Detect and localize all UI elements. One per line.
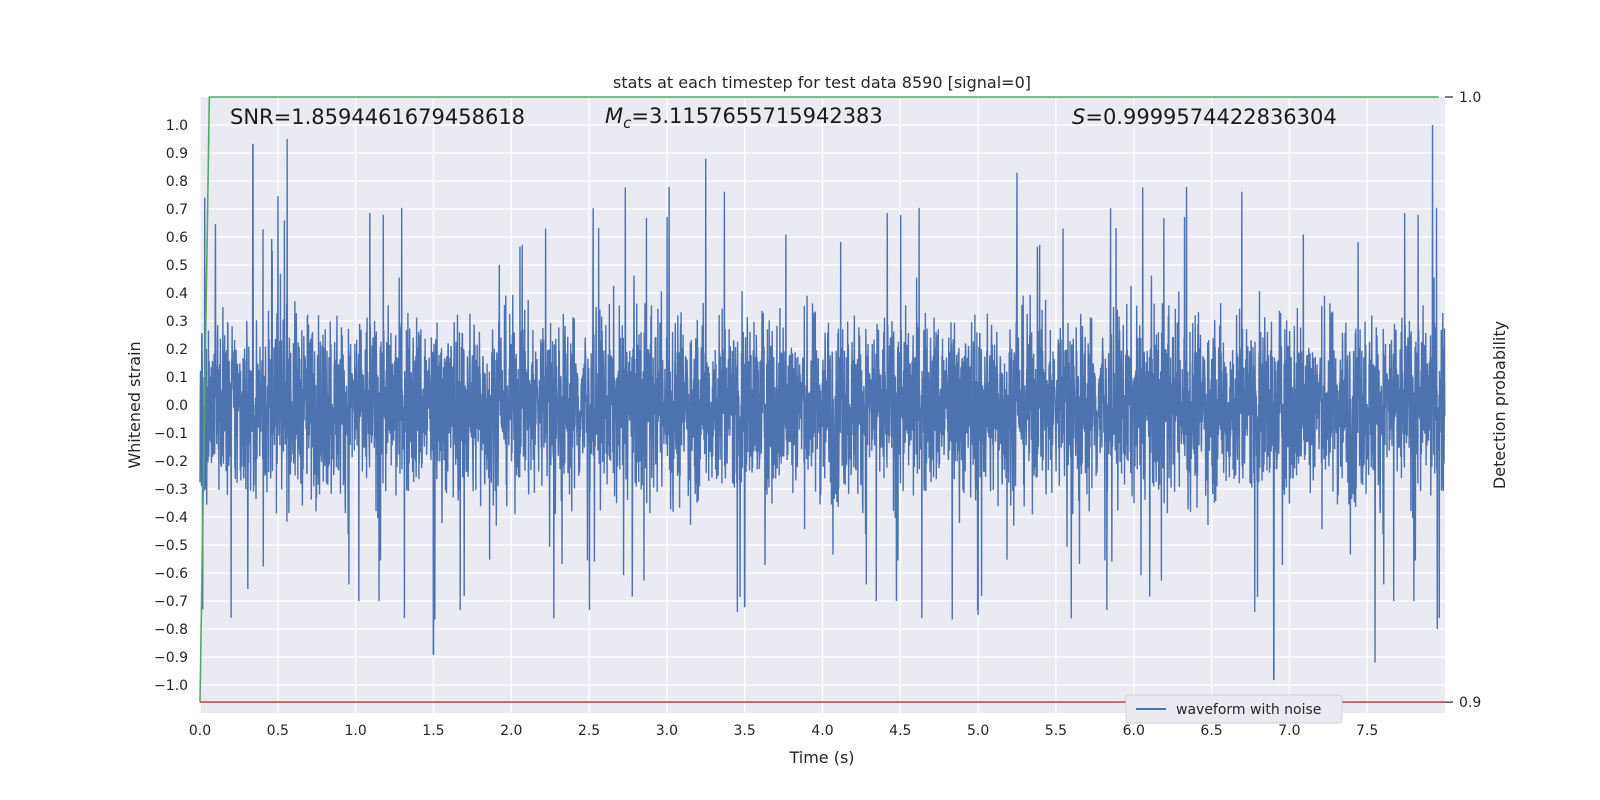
y-tick-label: −0.2 [154, 454, 188, 470]
x-tick-label: 3.0 [656, 723, 678, 739]
y-tick-label: −0.6 [154, 566, 188, 582]
y-tick-label: 0.1 [166, 370, 188, 386]
x-tick-label: 7.5 [1356, 723, 1378, 739]
x-tick-label: 5.0 [967, 723, 989, 739]
y-axis-label: Whitened strain [125, 341, 144, 468]
y2-tick-label: 1.0 [1459, 90, 1481, 106]
legend-box [1125, 694, 1343, 724]
x-tick-label: 6.5 [1200, 723, 1222, 739]
y-tick-label: −0.8 [154, 622, 188, 638]
y-tick-label: 0.7 [166, 202, 188, 218]
x-axis-label: Time (s) [788, 748, 854, 767]
y-tick-label: 0.5 [166, 258, 188, 274]
x-tick-label: 7.0 [1278, 723, 1300, 739]
x-tick-label: 1.5 [422, 723, 444, 739]
x-tick-label: 3.5 [734, 723, 756, 739]
y-tick-label: 0.3 [166, 314, 188, 330]
x-tick-label: 4.0 [811, 723, 833, 739]
y-tick-label: −0.7 [154, 594, 188, 610]
annotation-mc-sub: c [623, 114, 632, 132]
annotation-mc-symbol: M [605, 104, 623, 128]
annotation-mc-value: =3.1157655715942383 [631, 104, 882, 128]
legend-entry: waveform with noise [1176, 702, 1321, 718]
chart-title: stats at each timestep for test data 859… [613, 73, 1031, 92]
x-tick-label: 2.0 [500, 723, 522, 739]
y-tick-label: 0.4 [166, 286, 188, 302]
legend: waveform with noise [1125, 694, 1343, 724]
y-tick-label: −0.9 [154, 650, 188, 666]
y-tick-label: 1.0 [166, 118, 188, 134]
y-tick-label: −0.4 [154, 510, 188, 526]
y-tick-label: 0.6 [166, 230, 188, 246]
y-tick-label: −1.0 [154, 678, 188, 694]
y2-axis-label: Detection probability [1490, 321, 1509, 489]
annotation-s-value: =0.9999574422836304 [1085, 105, 1336, 129]
annotation-s: S=0.9999574422836304 [1072, 105, 1337, 129]
x-tick-label: 0.0 [189, 723, 211, 739]
y-tick-label: 0.8 [166, 174, 188, 190]
x-tick-label: 6.0 [1123, 723, 1145, 739]
y-tick-label: −0.5 [154, 538, 188, 554]
waveform-line [199, 124, 1446, 681]
x-tick-label: 0.5 [267, 723, 289, 739]
annotation-snr: SNR=1.8594461679458618 [230, 105, 525, 129]
y-tick-label: −0.1 [154, 426, 188, 442]
detection-probability-line [199, 96, 1439, 703]
annotation-mc: Mc=3.1157655715942383 [605, 104, 883, 132]
axes: 0.0 0.5 1.0 1.5 2.0 2.5 3.0 3.5 4.0 4.5 5.0 5.5 6.0 6… [154, 90, 1481, 739]
y2-tick-label: 0.9 [1459, 695, 1481, 711]
x-tick-label: 1.0 [344, 723, 366, 739]
y-tick-label: 0.9 [166, 146, 188, 162]
y-tick-label: −0.3 [154, 482, 188, 498]
y-tick-label: 0.0 [166, 398, 188, 414]
x-tick-label: 2.5 [578, 723, 600, 739]
x-tick-label: 4.5 [889, 723, 911, 739]
annotation-s-symbol: S [1072, 105, 1085, 129]
x-tick-label: 5.5 [1045, 723, 1067, 739]
y-tick-label: 0.2 [166, 342, 188, 358]
